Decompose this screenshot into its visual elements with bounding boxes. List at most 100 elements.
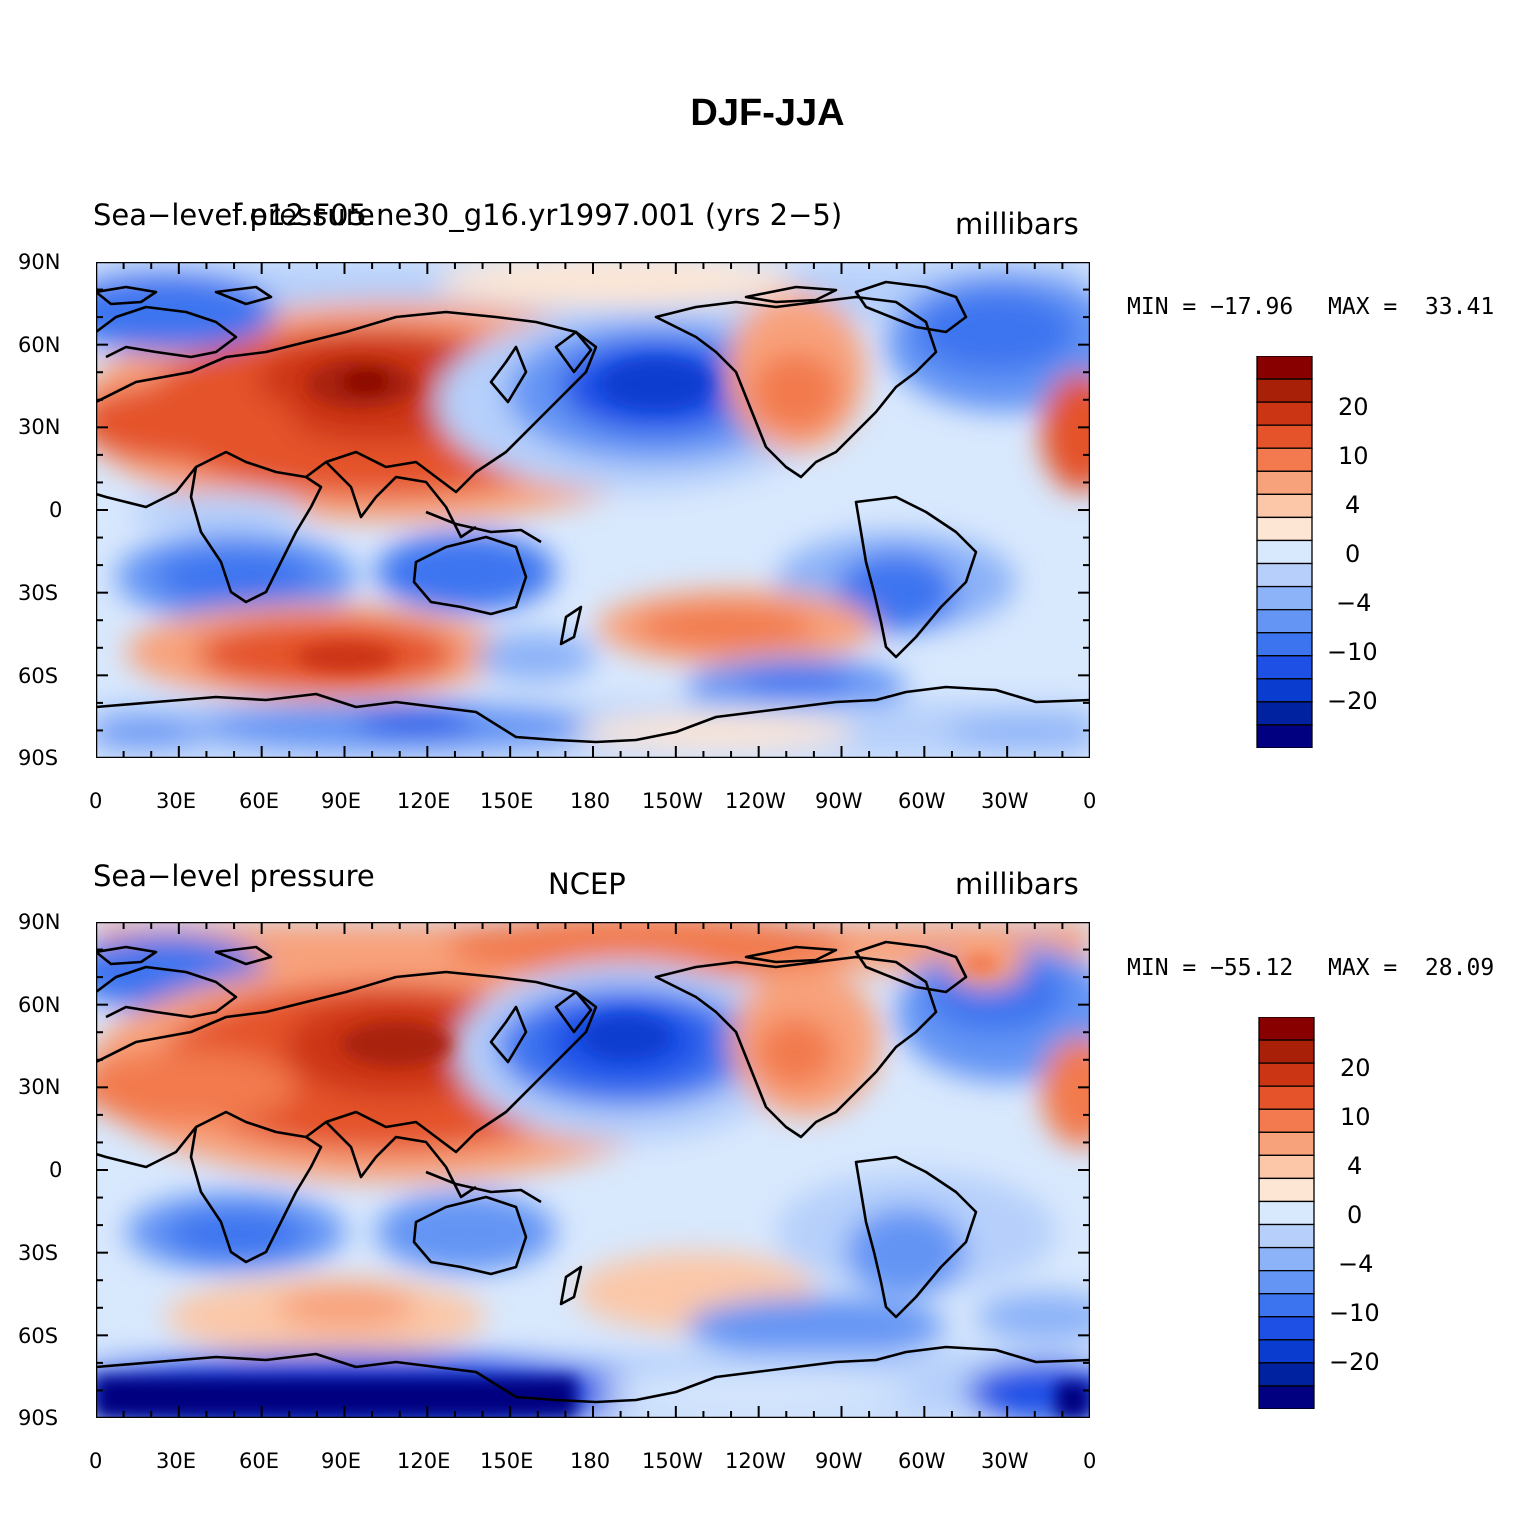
panel1-cb-label-20: 20 xyxy=(1338,393,1369,421)
panel2-cb-label-0: 0 xyxy=(1347,1201,1363,1229)
panel2-lon-30w: 30W xyxy=(981,1449,1029,1473)
panel1-colorbar xyxy=(1256,356,1313,748)
panel2-lon-120w: 120W xyxy=(725,1449,786,1473)
panel2-lon-150e: 150E xyxy=(480,1449,534,1473)
panel1-map xyxy=(96,262,1090,758)
colorbar-swatch xyxy=(1256,632,1313,657)
panel1-lon-120w: 120W xyxy=(725,789,786,813)
colorbar-swatch xyxy=(1258,1339,1315,1364)
panel1-units-label: millibars xyxy=(955,207,1079,241)
panel1-lat-30s: 30S xyxy=(18,581,59,605)
panel2-map-svg xyxy=(96,922,1090,1418)
panel1-map-svg xyxy=(96,262,1090,758)
panel2-lat-eq: 0 xyxy=(49,1158,63,1182)
panel2-lon-30e: 30E xyxy=(156,1449,196,1473)
panel1-cb-label-10: 10 xyxy=(1338,442,1369,470)
panel1-lon-90w: 90W xyxy=(815,789,863,813)
panel1-cb-label-neg10: −10 xyxy=(1327,638,1378,666)
colorbar-swatch xyxy=(1258,1062,1315,1087)
panel2-cb-label-neg4: −4 xyxy=(1338,1250,1374,1278)
colorbar-swatch xyxy=(1256,378,1313,403)
panel2-lon-60e: 60E xyxy=(239,1449,279,1473)
colorbar-swatch xyxy=(1258,1246,1315,1272)
panel2-cb-label-4: 4 xyxy=(1347,1152,1363,1180)
colorbar-swatch xyxy=(1256,539,1313,565)
panel2-lon-150w: 150W xyxy=(642,1449,703,1473)
panel1-lon-120e: 120E xyxy=(397,789,451,813)
panel1-cb-label-neg20: −20 xyxy=(1327,687,1378,715)
panel1-case-label: f.e12.F05.ne30_g16.yr1997.001 (yrs 2−5) xyxy=(232,198,843,232)
panel2-lat-90n: 90N xyxy=(18,910,61,934)
panel2-cb-label-neg10: −10 xyxy=(1329,1299,1380,1327)
panel1-lon-60w: 60W xyxy=(898,789,946,813)
panel2-map xyxy=(96,922,1090,1418)
colorbar-swatch xyxy=(1256,356,1313,380)
colorbar-swatch xyxy=(1258,1362,1315,1387)
panel2-lon-180: 180 xyxy=(570,1449,611,1473)
panel2-cb-label-20: 20 xyxy=(1340,1054,1371,1082)
panel1-lat-90n: 90N xyxy=(18,250,61,274)
panel2-lon-0: 0 xyxy=(89,1449,103,1473)
panel1-min-label: MIN = −17.96 xyxy=(1127,294,1294,320)
panel1-lat-60s: 60S xyxy=(18,664,59,688)
panel1-lon-150e: 150E xyxy=(480,789,534,813)
colorbar-swatch xyxy=(1258,1269,1315,1295)
panel2-lon-120e: 120E xyxy=(397,1449,451,1473)
panel1-lat-90s: 90S xyxy=(18,746,59,770)
colorbar-swatch xyxy=(1258,1316,1315,1341)
colorbar-swatch xyxy=(1258,1017,1315,1041)
panel2-colorbar xyxy=(1258,1017,1315,1409)
panel1-colorbar-svg xyxy=(1256,356,1313,748)
panel1-lon-30e: 30E xyxy=(156,789,196,813)
colorbar-swatch xyxy=(1258,1085,1315,1110)
panel2-colorbar-svg xyxy=(1258,1017,1315,1409)
panel2-lat-30n: 30N xyxy=(18,1075,61,1099)
colorbar-swatch xyxy=(1256,401,1313,426)
panel1-max-label: MAX = 33.41 xyxy=(1328,294,1495,320)
colorbar-swatch xyxy=(1258,1200,1315,1226)
colorbar-swatch xyxy=(1256,493,1313,519)
colorbar-swatch xyxy=(1258,1177,1315,1203)
panel2-case-label: NCEP xyxy=(548,867,626,901)
panel1-lon-0: 0 xyxy=(89,789,103,813)
panel2-lon-90w: 90W xyxy=(815,1449,863,1473)
panel1-lat-60n: 60N xyxy=(18,333,61,357)
colorbar-swatch xyxy=(1256,655,1313,680)
panel2-lon-60w: 60W xyxy=(898,1449,946,1473)
panel1-variable-label: Sea−level pressure xyxy=(93,198,375,232)
colorbar-swatch xyxy=(1258,1039,1315,1064)
panel1-cb-label-neg4: −4 xyxy=(1336,589,1372,617)
colorbar-swatch xyxy=(1256,562,1313,588)
colorbar-swatch xyxy=(1256,585,1313,611)
colorbar-swatch xyxy=(1256,724,1313,748)
panel1-lon-150w: 150W xyxy=(642,789,703,813)
colorbar-swatch xyxy=(1258,1223,1315,1249)
panel1-lon-0-right: 0 xyxy=(1083,789,1097,813)
panel2-cb-label-neg20: −20 xyxy=(1329,1348,1380,1376)
panel2-lon-90e: 90E xyxy=(321,1449,361,1473)
panel1-lon-180: 180 xyxy=(570,789,611,813)
colorbar-swatch xyxy=(1256,701,1313,726)
panel2-min-label: MIN = −55.12 xyxy=(1127,955,1294,981)
panel2-lat-90s: 90S xyxy=(18,1406,59,1430)
panel1-lat-30n: 30N xyxy=(18,415,61,439)
colorbar-swatch xyxy=(1258,1131,1315,1157)
panel2-lon-0-right: 0 xyxy=(1083,1449,1097,1473)
panel1-cb-label-4: 4 xyxy=(1345,491,1361,519)
panel2-lat-30s: 30S xyxy=(18,1241,59,1265)
panel1-lat-eq: 0 xyxy=(49,498,63,522)
panel1-lon-30w: 30W xyxy=(981,789,1029,813)
panel2-variable-label: Sea−level pressure xyxy=(93,859,375,893)
colorbar-swatch xyxy=(1256,424,1313,449)
colorbar-swatch xyxy=(1256,516,1313,542)
panel2-lat-60n: 60N xyxy=(18,993,61,1017)
panel1-lon-60e: 60E xyxy=(239,789,279,813)
panel2-lat-60s: 60S xyxy=(18,1324,59,1348)
colorbar-swatch xyxy=(1258,1154,1315,1180)
colorbar-swatch xyxy=(1256,447,1313,472)
panel2-max-label: MAX = 28.09 xyxy=(1328,955,1495,981)
panel2-units-label: millibars xyxy=(955,867,1079,901)
panel2-cb-label-10: 10 xyxy=(1340,1103,1371,1131)
colorbar-swatch xyxy=(1258,1385,1315,1409)
figure-title: DJF-JJA xyxy=(690,92,845,134)
